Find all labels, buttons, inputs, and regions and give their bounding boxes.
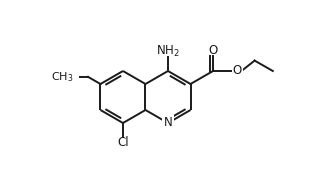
Text: O: O bbox=[233, 64, 242, 77]
Text: N: N bbox=[164, 116, 172, 130]
Text: CH$_3$: CH$_3$ bbox=[51, 70, 73, 84]
Text: Cl: Cl bbox=[117, 137, 129, 150]
Text: O: O bbox=[208, 43, 218, 56]
Text: NH$_2$: NH$_2$ bbox=[156, 43, 180, 59]
